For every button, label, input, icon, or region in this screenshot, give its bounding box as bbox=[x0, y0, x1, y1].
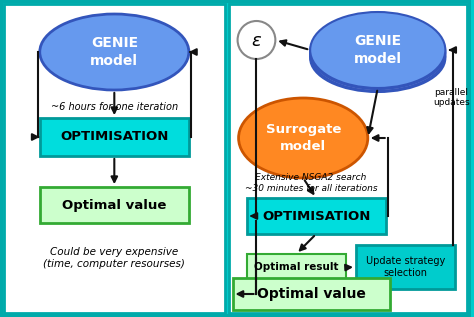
FancyBboxPatch shape bbox=[246, 198, 386, 234]
Text: parallel
updates: parallel updates bbox=[433, 88, 470, 107]
Text: model: model bbox=[280, 140, 326, 153]
Ellipse shape bbox=[40, 14, 189, 90]
Ellipse shape bbox=[238, 98, 368, 178]
Ellipse shape bbox=[310, 24, 446, 92]
FancyBboxPatch shape bbox=[228, 4, 467, 313]
Text: model: model bbox=[91, 54, 138, 68]
Text: Optimal value: Optimal value bbox=[62, 198, 166, 211]
Ellipse shape bbox=[310, 12, 446, 88]
Text: GENIE: GENIE bbox=[354, 34, 401, 48]
Text: Update strategy
selection: Update strategy selection bbox=[366, 256, 445, 278]
Ellipse shape bbox=[310, 19, 446, 91]
Text: Optimal value: Optimal value bbox=[257, 287, 365, 301]
Text: OPTIMISATION: OPTIMISATION bbox=[60, 131, 168, 144]
Text: ~6 hours for one iteration: ~6 hours for one iteration bbox=[51, 102, 178, 112]
Text: Surrogate: Surrogate bbox=[265, 122, 341, 135]
Text: Could be very expensive
(time, computer resourses): Could be very expensive (time, computer … bbox=[44, 247, 185, 269]
FancyBboxPatch shape bbox=[40, 118, 189, 156]
Ellipse shape bbox=[237, 21, 275, 59]
FancyBboxPatch shape bbox=[40, 187, 189, 223]
FancyBboxPatch shape bbox=[233, 278, 390, 310]
Text: $\varepsilon$: $\varepsilon$ bbox=[251, 32, 262, 50]
Text: model: model bbox=[354, 52, 402, 66]
FancyBboxPatch shape bbox=[356, 245, 456, 289]
Text: Optimal result: Optimal result bbox=[254, 262, 338, 273]
FancyBboxPatch shape bbox=[4, 4, 225, 313]
Ellipse shape bbox=[310, 15, 446, 89]
FancyBboxPatch shape bbox=[246, 254, 346, 281]
Text: Extensive NSGA2 search
~30 minutes for all iterations: Extensive NSGA2 search ~30 minutes for a… bbox=[245, 173, 377, 193]
Text: GENIE: GENIE bbox=[91, 36, 138, 50]
Text: OPTIMISATION: OPTIMISATION bbox=[262, 210, 370, 223]
